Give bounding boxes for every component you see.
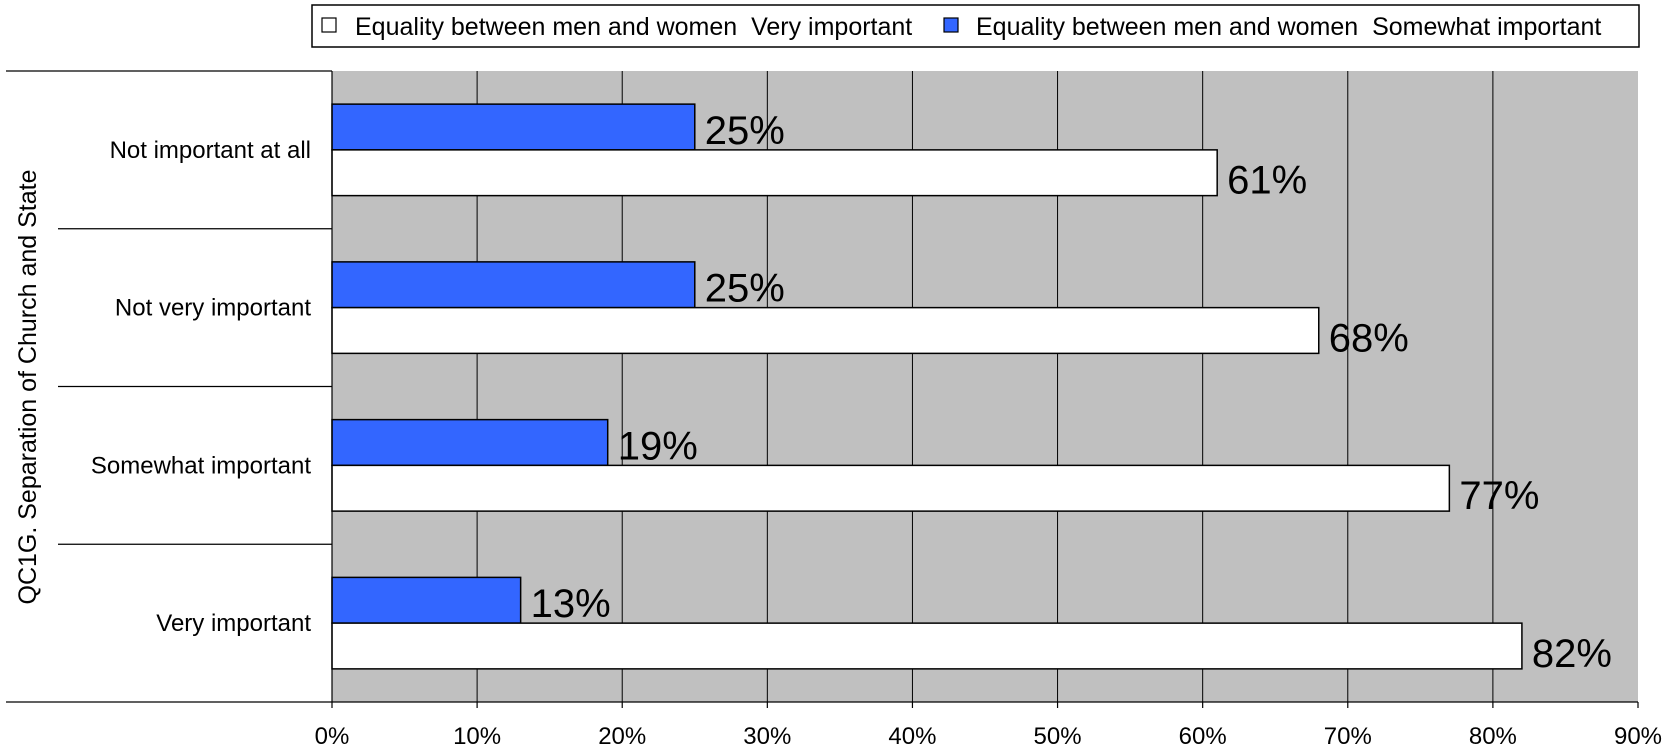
x-tick-label: 60% — [1179, 723, 1227, 750]
y-axis-title: QC1G. Separation of Church and State — [14, 170, 42, 605]
x-tick-label: 20% — [598, 723, 646, 750]
legend-swatch-very-important — [321, 17, 337, 33]
category-label: Not important at all — [110, 137, 311, 164]
bar-very-important — [331, 306, 1320, 355]
x-axis: 0% 10% 20% 30% 40% 50% 60% 70% 80% 90% — [6, 70, 1662, 750]
x-tick-label: 10% — [453, 723, 501, 750]
category-label: Somewhat important — [91, 452, 311, 479]
bars — [331, 103, 1523, 670]
category-label: Not very important — [115, 295, 311, 322]
x-tick-label: 0% — [315, 723, 350, 750]
legend-swatch-somewhat-important — [943, 17, 959, 33]
legend-frame — [311, 4, 1640, 48]
data-label-somewhat-important: 13% — [531, 582, 611, 626]
bar-very-important — [331, 464, 1451, 512]
data-labels: 25% 61% 25% 68% 19% 77% 13% 82% — [531, 109, 1612, 676]
x-tick-label: 90% — [1614, 723, 1662, 750]
category-dividers — [58, 228, 332, 545]
bar-somewhat-important — [331, 261, 696, 309]
data-label-somewhat-important: 25% — [705, 267, 785, 311]
bar-very-important — [331, 149, 1218, 197]
legend-label-somewhat-important: Equality between men and women Somewhat … — [976, 13, 1601, 41]
data-label-somewhat-important: 25% — [705, 109, 785, 153]
bar-very-important — [331, 622, 1523, 670]
legend-label-very-important: Equality between men and women Very impo… — [355, 13, 912, 41]
category-label: Very important — [156, 610, 311, 637]
data-label-very-important: 68% — [1329, 316, 1409, 360]
data-label-very-important: 77% — [1459, 474, 1539, 518]
x-tick-label: 30% — [743, 723, 791, 750]
legend: Equality between men and women Very impo… — [311, 4, 1640, 48]
x-tick-label: 50% — [1034, 723, 1082, 750]
x-tick-label: 80% — [1469, 723, 1517, 750]
bar-somewhat-important — [331, 418, 609, 467]
x-tick-label: 70% — [1324, 723, 1372, 750]
data-label-somewhat-important: 19% — [618, 424, 698, 468]
bar-somewhat-important — [331, 576, 522, 624]
category-labels: Not important at all Not very important So… — [91, 137, 311, 637]
bar-somewhat-important — [331, 103, 696, 151]
data-label-very-important: 82% — [1532, 632, 1612, 676]
data-label-very-important: 61% — [1227, 159, 1307, 203]
x-tick-label: 40% — [888, 723, 936, 750]
